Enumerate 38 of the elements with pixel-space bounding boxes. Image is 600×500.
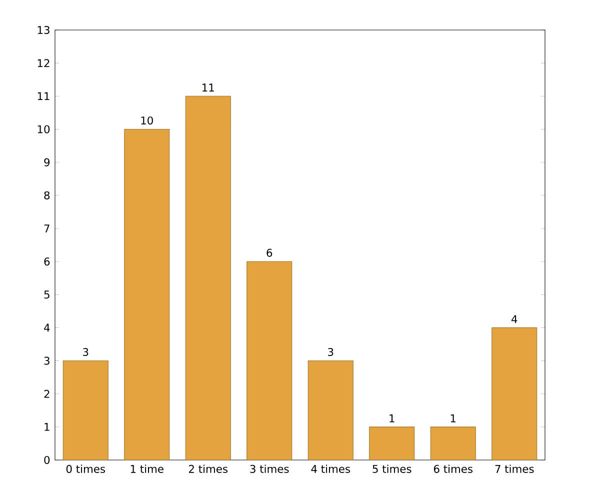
y-tick-label: 10 [38,125,50,134]
x-tick-label: 6 times [434,464,473,473]
bar [63,360,108,460]
y-tick-label: 13 [38,26,50,34]
y-tick-label: 1 [44,423,50,431]
data-label: 3 [83,348,88,356]
x-tick-label: 3 times [250,464,289,473]
y-tick-label: 2 [44,390,50,398]
y-tick-label: 3 [44,356,50,365]
x-tick-label: 0 times [66,464,106,473]
data-label: 1 [390,414,394,422]
data-label: 6 [266,248,272,257]
bar [308,360,354,460]
bar [369,426,414,460]
bar [124,129,170,460]
bar [246,262,292,460]
data-label: 1 [450,414,456,422]
y-tick-label: 11 [38,92,50,100]
bar [492,327,538,460]
bar [430,426,476,460]
data-label: 3 [328,348,334,356]
y-tick-label: 5 [44,290,50,299]
data-label: 4 [512,315,518,323]
bar [186,96,231,460]
x-tick-label: 5 times [372,464,412,473]
y-tick-label: 12 [38,59,50,68]
x-tick-label: 1 time [130,464,164,473]
y-tick-label: 9 [44,158,50,166]
data-label: 10 [141,116,153,125]
x-tick-label: 2 times [188,464,228,473]
y-tick-label: 4 [44,324,50,332]
x-tick-label: 7 times [495,464,534,473]
y-tick-label: 6 [44,257,50,266]
y-tick-label: 7 [44,224,50,232]
data-label: 11 [202,84,214,92]
x-tick-label: 4 times [311,464,350,473]
y-tick-label: 8 [44,191,50,200]
y-tick-label: 0 [44,456,50,464]
